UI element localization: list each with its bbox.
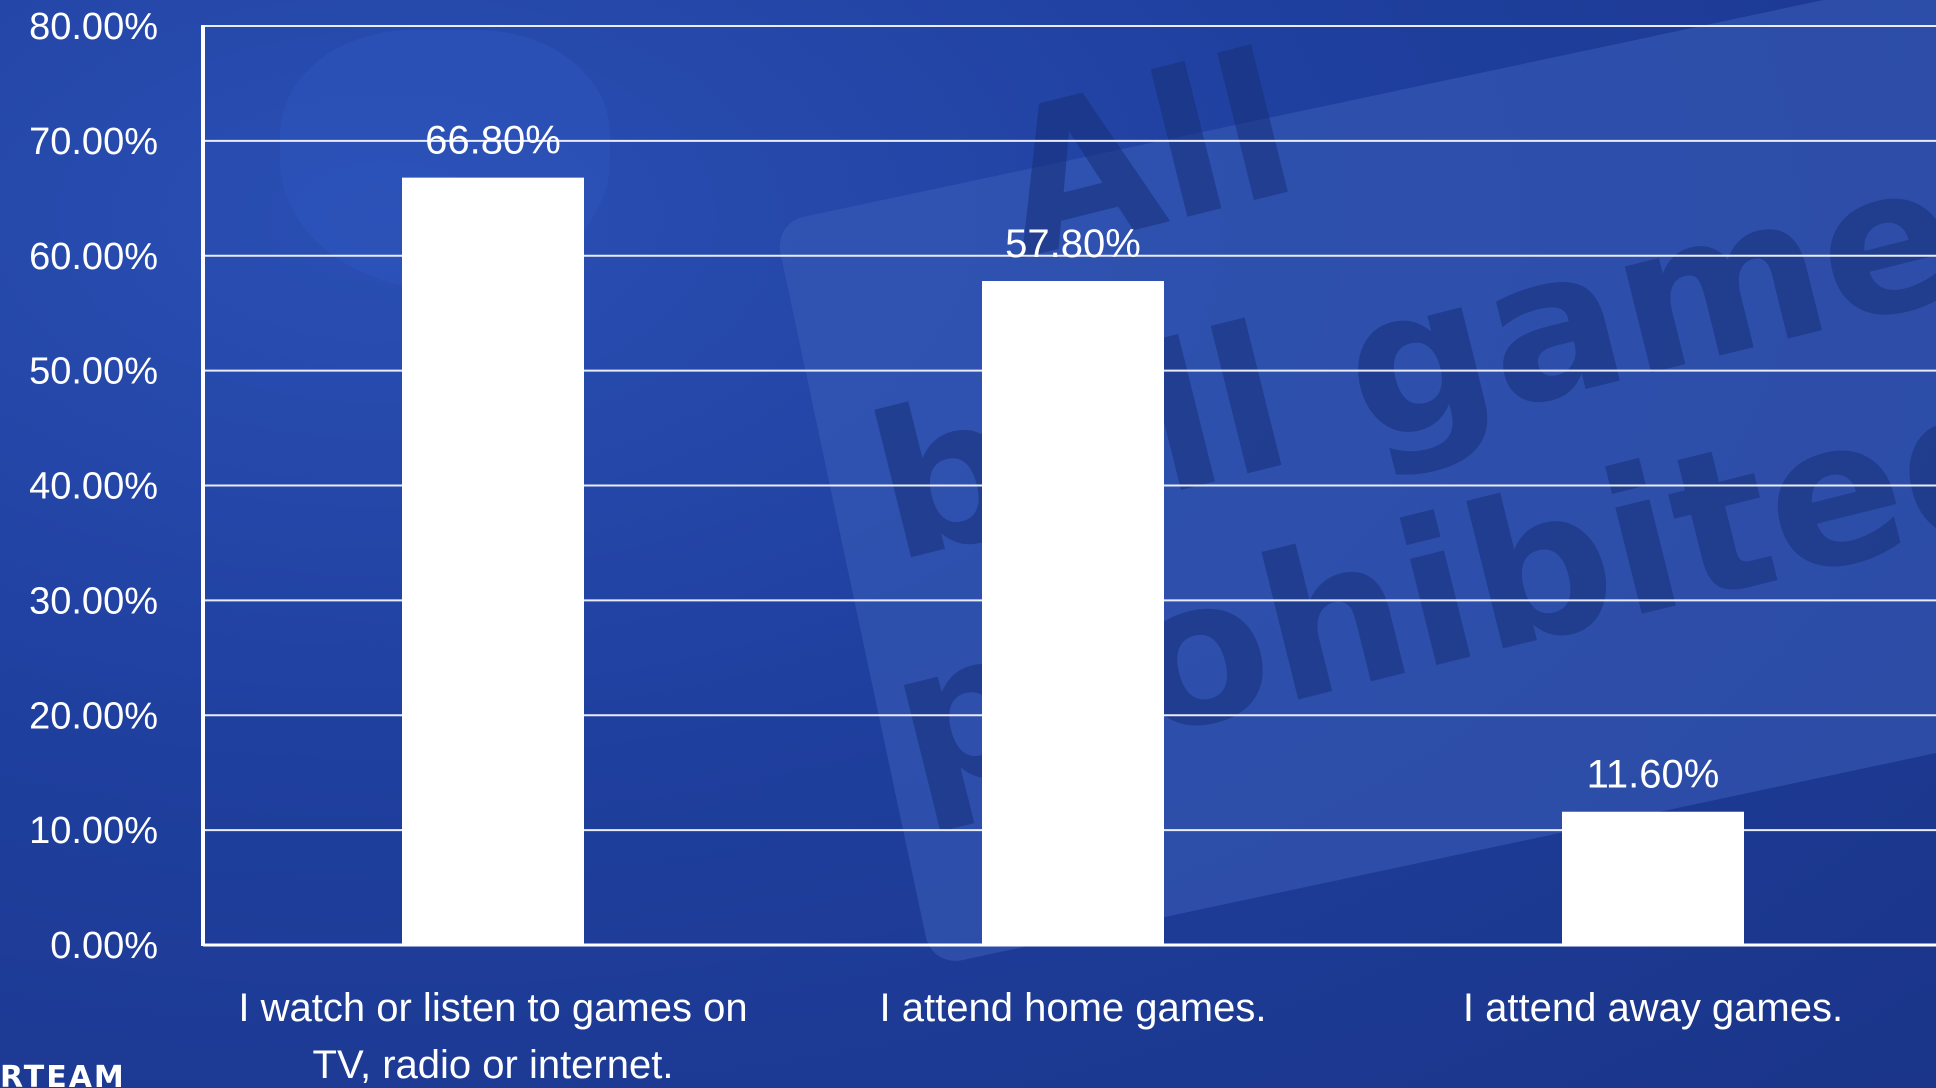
bar xyxy=(402,177,584,945)
y-tick-label: 70.00% xyxy=(29,121,158,163)
bar xyxy=(982,281,1164,946)
y-tick-label: 50.00% xyxy=(29,351,158,393)
y-tick-label: 30.00% xyxy=(29,580,158,622)
y-tick-label: 80.00% xyxy=(29,6,158,48)
data-label: 57.80% xyxy=(1005,222,1141,266)
x-category-label: I attend home games. xyxy=(880,986,1267,1030)
logo-text: RTEAM xyxy=(0,1060,126,1088)
x-category-label: TV, radio or internet. xyxy=(313,1043,674,1087)
data-label: 11.60% xyxy=(1587,753,1720,797)
y-tick-label: 40.00% xyxy=(29,466,158,508)
data-label: 66.80% xyxy=(425,119,561,163)
y-tick-label: 0.00% xyxy=(50,925,158,967)
x-category-label: I attend away games. xyxy=(1463,986,1843,1030)
x-category-label: I watch or listen to games on xyxy=(238,986,747,1030)
y-tick-label: 60.00% xyxy=(29,236,158,278)
bar xyxy=(1562,811,1744,945)
y-tick-label: 10.00% xyxy=(29,810,158,852)
y-tick-label: 20.00% xyxy=(29,695,158,737)
